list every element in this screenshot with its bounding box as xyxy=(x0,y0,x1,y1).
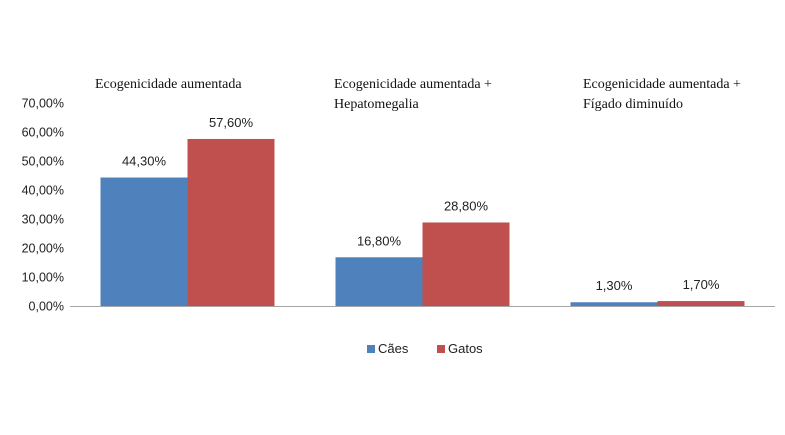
y-tick-label: 20,00% xyxy=(22,242,64,256)
y-tick-label: 60,00% xyxy=(22,126,64,140)
y-tick-label: 30,00% xyxy=(22,213,64,227)
category-label: Fígado diminuído xyxy=(583,97,683,112)
bar-gatos-1 xyxy=(422,222,510,306)
legend-label: Gatos xyxy=(448,341,483,356)
y-tick-label: 10,00% xyxy=(22,271,64,285)
y-tick-label: 0,00% xyxy=(29,300,64,314)
category-label: Ecogenicidade aumentada + xyxy=(583,77,741,92)
bar-cães-1 xyxy=(335,257,423,306)
data-label: 1,30% xyxy=(596,278,633,293)
legend: Cães Gatos xyxy=(367,341,483,356)
bar-cães-2 xyxy=(570,302,658,306)
legend-label: Cães xyxy=(378,341,409,356)
category-labels-group: Ecogenicidade aumentada Ecogenicidade aum… xyxy=(95,77,741,112)
data-label: 1,70% xyxy=(683,277,720,292)
data-labels-group: 44,30% 57,60% 16,80% 28,80% 1,30% 1,70% xyxy=(122,115,720,293)
bars-group xyxy=(100,138,745,306)
data-label: 28,80% xyxy=(444,198,489,213)
bar-gatos-0 xyxy=(187,138,275,306)
data-label: 16,80% xyxy=(357,233,402,248)
category-label: Ecogenicidade aumentada + xyxy=(334,77,492,92)
y-tick-label: 40,00% xyxy=(22,184,64,198)
category-label: Hepatomegalia xyxy=(334,97,420,112)
bar-gatos-2 xyxy=(657,301,745,306)
legend-swatch-gatos xyxy=(437,345,445,353)
legend-swatch-cães xyxy=(367,345,375,353)
y-tick-label: 70,00% xyxy=(22,97,64,111)
data-label: 57,60% xyxy=(209,115,254,130)
category-label: Ecogenicidade aumentada xyxy=(95,77,242,92)
y-axis: 0,00% 10,00% 20,00% 30,00% 40,00% 50,00% 60,00… xyxy=(22,97,64,314)
data-label: 44,30% xyxy=(122,154,167,169)
y-tick-label: 50,00% xyxy=(22,155,64,169)
bar-cães-0 xyxy=(100,177,188,306)
